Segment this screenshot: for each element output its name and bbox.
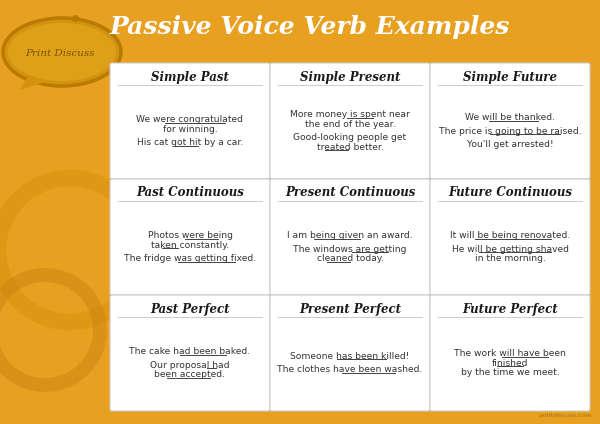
Text: It will be being renovated.: It will be being renovated.	[450, 231, 570, 240]
Text: Passive Voice Verb Examples: Passive Voice Verb Examples	[110, 15, 510, 39]
Text: We will be thanked.: We will be thanked.	[465, 113, 555, 122]
FancyBboxPatch shape	[270, 295, 430, 411]
Text: Past Perfect: Past Perfect	[150, 302, 230, 315]
Text: Simple Present: Simple Present	[300, 70, 400, 84]
Text: taken constantly.: taken constantly.	[151, 240, 229, 249]
Text: treated better.: treated better.	[317, 143, 383, 152]
Text: Good-looking people get: Good-looking people get	[293, 133, 407, 142]
Text: His cat got hit by a car.: His cat got hit by a car.	[137, 138, 243, 147]
FancyBboxPatch shape	[430, 63, 590, 179]
Polygon shape	[20, 76, 45, 90]
Text: Past Continuous: Past Continuous	[136, 187, 244, 200]
FancyBboxPatch shape	[110, 63, 270, 179]
Text: Simple Future: Simple Future	[463, 70, 557, 84]
Text: Photos were being: Photos were being	[148, 231, 233, 240]
Text: by the time we meet.: by the time we meet.	[461, 368, 559, 377]
Text: Present Continuous: Present Continuous	[285, 187, 415, 200]
Text: The fridge was getting fixed.: The fridge was getting fixed.	[124, 254, 256, 263]
Text: He will be getting shaved: He will be getting shaved	[452, 245, 569, 254]
Ellipse shape	[3, 18, 121, 86]
Ellipse shape	[8, 23, 116, 81]
Text: Our proposal had: Our proposal had	[150, 360, 230, 369]
Text: cleaned today.: cleaned today.	[317, 254, 383, 263]
Text: We were congratulated: We were congratulated	[137, 115, 244, 124]
FancyBboxPatch shape	[270, 179, 430, 295]
FancyBboxPatch shape	[110, 179, 270, 295]
FancyBboxPatch shape	[270, 63, 430, 179]
Text: The windows are getting: The windows are getting	[293, 245, 407, 254]
Text: Simple Past: Simple Past	[151, 70, 229, 84]
Text: finished: finished	[492, 359, 528, 368]
Text: Future Continuous: Future Continuous	[448, 187, 572, 200]
Text: The cake had been baked.: The cake had been baked.	[130, 347, 251, 356]
Text: the end of the year.: the end of the year.	[305, 120, 395, 129]
Text: Present Perfect: Present Perfect	[299, 302, 401, 315]
FancyBboxPatch shape	[430, 295, 590, 411]
Text: been accepted.: been accepted.	[155, 370, 226, 379]
Text: I am being given an award.: I am being given an award.	[287, 231, 413, 240]
Text: The price is going to be raised.: The price is going to be raised.	[439, 126, 581, 136]
Text: More money is spent near: More money is spent near	[290, 110, 410, 119]
Text: The work will have been: The work will have been	[454, 349, 566, 358]
Text: Someone has been killed!: Someone has been killed!	[290, 352, 410, 361]
FancyBboxPatch shape	[110, 295, 270, 411]
Text: Print Discuss: Print Discuss	[25, 50, 95, 59]
Text: The clothes have been washed.: The clothes have been washed.	[277, 365, 422, 374]
Text: Future Perfect: Future Perfect	[462, 302, 558, 315]
Text: You'll get arrested!: You'll get arrested!	[467, 140, 553, 149]
Text: in the morning.: in the morning.	[475, 254, 545, 263]
FancyBboxPatch shape	[430, 179, 590, 295]
Text: for winning.: for winning.	[163, 125, 217, 134]
Text: printdiscuss.com: printdiscuss.com	[539, 413, 592, 418]
